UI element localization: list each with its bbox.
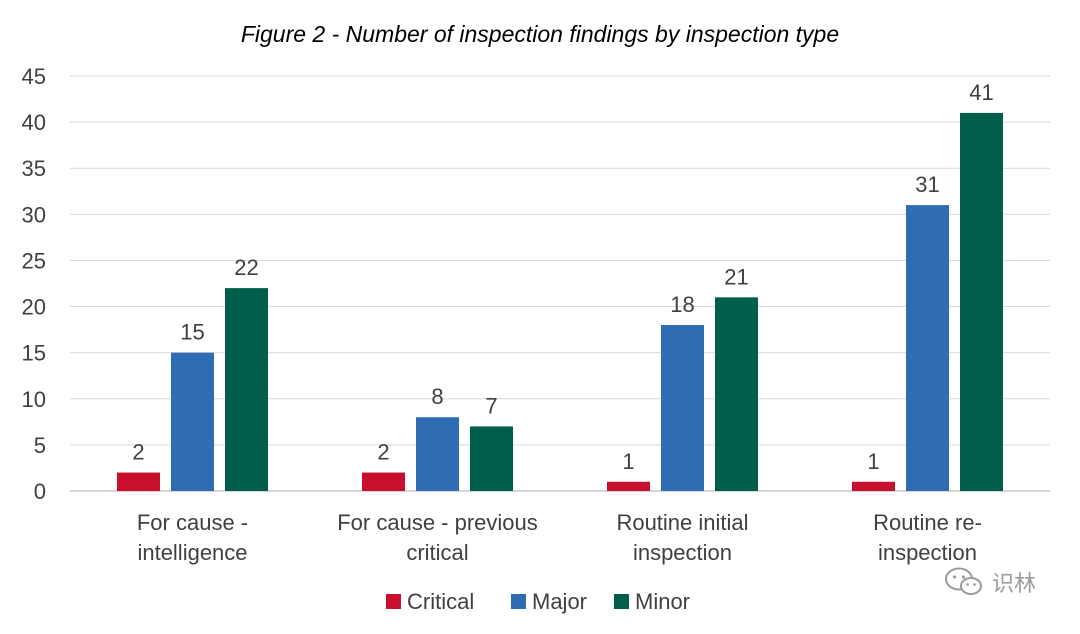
y-tick-label: 5 [34,433,46,458]
data-label: 18 [670,292,694,317]
x-tick-label: critical [406,540,468,565]
y-tick-label: 35 [22,156,46,181]
bar-major [661,325,704,491]
y-tick-label: 10 [22,387,46,412]
bar-minor [225,288,268,491]
wechat-icon [945,567,982,595]
bar-minor [715,297,758,491]
x-tick-label: For cause - previous [337,510,538,535]
chart-title: Figure 2 - Number of inspection findings… [241,21,839,47]
y-tick-label: 25 [22,248,46,273]
y-tick-label: 30 [22,202,46,227]
y-axis-ticks: 0 5 10 15 20 25 30 35 40 45 [22,64,46,504]
legend-swatch-critical [386,594,401,609]
x-tick-label: Routine initial [616,510,748,535]
y-tick-label: 45 [22,64,46,89]
data-label: 21 [724,264,748,289]
x-tick-label: For cause - [137,510,248,535]
legend-label: Critical [407,589,474,614]
bar-major [171,352,214,491]
x-tick-label: Routine re- [873,510,982,535]
legend: Critical Major Minor [386,589,690,614]
x-tick-label: inspection [633,540,732,565]
watermark-text: 识林 [992,572,1037,597]
bars [117,112,1003,491]
legend-swatch-minor [614,594,629,609]
bar-critical [852,481,895,491]
data-label: 1 [867,449,879,474]
data-label: 41 [969,80,993,105]
bar-major [906,205,949,491]
bar-minor [470,426,513,491]
legend-label: Major [532,589,587,614]
data-label: 7 [485,393,497,418]
y-tick-label: 15 [22,341,46,366]
gridlines [70,75,1050,492]
data-label: 2 [377,440,389,465]
data-label: 31 [915,172,939,197]
data-label: 1 [622,449,634,474]
legend-swatch-major [511,594,526,609]
data-label: 22 [234,255,258,280]
bar-minor [960,112,1003,491]
bar-major [416,417,459,491]
y-tick-label: 0 [34,479,46,504]
bar-critical [607,481,650,491]
y-tick-label: 40 [22,110,46,135]
data-label: 2 [132,440,144,465]
data-label: 15 [180,320,204,345]
watermark: 识林 [944,566,1036,598]
y-tick-label: 20 [22,295,46,320]
bar-critical [117,472,160,491]
data-label: 8 [431,384,443,409]
x-axis-labels: For cause - intelligence For cause - previ… [137,510,982,565]
bar-critical [362,472,405,491]
legend-label: Minor [635,589,690,614]
x-tick-label: intelligence [137,540,247,565]
x-tick-label: inspection [878,540,977,565]
